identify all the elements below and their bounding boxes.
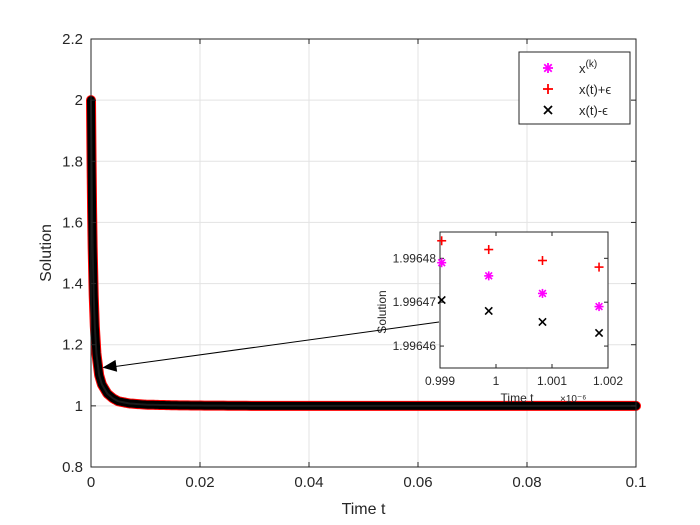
y-tick-label: 0.8 — [62, 459, 83, 476]
x-tick-label: 0.08 — [512, 474, 541, 491]
legend-label: x(t)+ϵ — [579, 82, 611, 97]
y-tick-label: 1.8 — [62, 153, 83, 170]
axes-box — [90, 38, 637, 468]
inset-x-tick-label: 1.002 — [593, 374, 623, 388]
inset-data-point — [437, 236, 447, 246]
inset-y-tick-label: 1.99647 — [393, 295, 437, 309]
x-tick-label: 0.02 — [185, 474, 214, 491]
inset-data-point — [538, 317, 547, 327]
legend: x(k)x(t)+ϵx(t)-ϵ — [518, 51, 631, 125]
x-tick-label: 0.1 — [626, 474, 647, 491]
inset-x-multiplier: ×10⁻⁶ — [560, 394, 586, 405]
inset-y-tick-label: 1.99648 — [393, 251, 437, 265]
x-tick-label: 0.06 — [403, 474, 432, 491]
arrow-head — [102, 359, 118, 372]
inset-data-point — [594, 328, 604, 338]
inset-data-point — [594, 262, 604, 272]
y-tick-label: 2 — [75, 92, 83, 109]
inset-data-point — [537, 256, 547, 266]
inset-y-tick-label: 1.99646 — [393, 339, 437, 353]
legend-marker — [543, 105, 553, 115]
y-tick-label: 1.6 — [62, 214, 83, 231]
legend-label: x(t)-ϵ — [579, 103, 608, 118]
y-tick-label: 1.4 — [62, 276, 83, 293]
y-tick-label: 1.2 — [62, 337, 83, 354]
inset-y-axis-label: Solution — [375, 290, 389, 333]
inset-x-tick-label: 1.001 — [537, 374, 567, 388]
arrow-line — [114, 321, 440, 368]
annotation-arrow — [102, 321, 440, 372]
y-axis-label: Solution — [38, 224, 55, 282]
legend-marker — [543, 84, 553, 94]
inset-x-axis-label: Time t — [501, 391, 535, 405]
inset-data-point — [537, 288, 547, 298]
inset-data-point — [484, 306, 493, 316]
x-tick-label: 0.04 — [294, 474, 323, 491]
inset-data-point — [484, 271, 494, 281]
legend-marker — [543, 63, 553, 73]
inset-x-tick-label: 1 — [493, 374, 500, 388]
y-tick-label: 1 — [75, 398, 83, 415]
inset-data-point — [484, 245, 494, 255]
inset-data-point — [594, 302, 604, 312]
inset-data-point — [437, 258, 447, 268]
legend-label-sup: (k) — [586, 59, 598, 70]
inset-x-tick-label: 0.999 — [425, 374, 455, 388]
legend-box — [518, 51, 631, 125]
inset-plot: 0.999 1 1.001 1.002 1.99646 1.99647 1.99648 Sol… — [375, 231, 623, 405]
x-axis-label: Time t — [342, 501, 386, 518]
x-tick-label: 0 — [87, 474, 95, 491]
y-tick-label: 2.2 — [62, 31, 83, 48]
series-center-curve — [90, 100, 636, 407]
y-axis: 0.8 1 1.2 1.4 1.6 1.8 2 2.2 — [62, 31, 636, 476]
inset-data-point — [437, 295, 446, 305]
inset-axes-box — [439, 231, 609, 369]
x-axis: 0 0.02 0.04 0.06 0.08 0.1 — [87, 39, 647, 491]
